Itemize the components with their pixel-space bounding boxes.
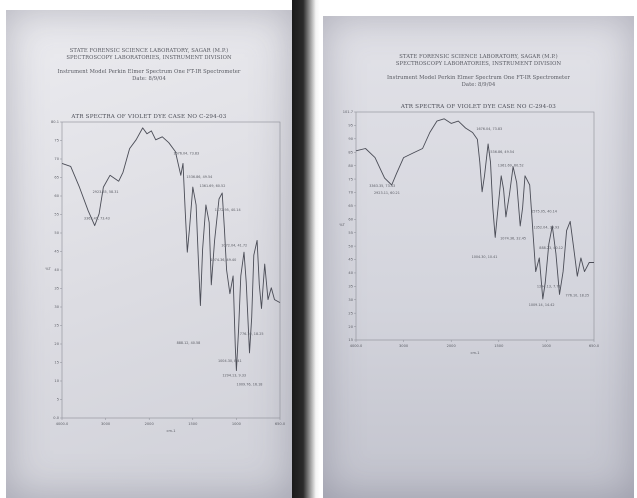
- y-tick-label: 60: [54, 194, 59, 198]
- y-tick-label: 90: [348, 137, 353, 141]
- y-tick-label: 25: [54, 324, 59, 328]
- peak-label: 1536.86, 49.54: [186, 175, 212, 179]
- y-tick-label: 30: [54, 305, 59, 309]
- x-tick-label: 2000: [447, 344, 457, 348]
- peak-label: 1074.36, 32.45: [500, 237, 526, 241]
- y-tick-label: 40: [54, 268, 59, 272]
- peak-label: 1004.30, 8.41: [218, 359, 242, 363]
- peak-label: 2923.35, 58.31: [93, 190, 119, 194]
- peak-label: 1294.13, 7.71: [537, 285, 561, 289]
- y-tick-label: 80: [348, 164, 353, 168]
- x-axis-label: cm-1: [166, 429, 175, 433]
- peak-label: 1172.95, 40.14: [215, 208, 241, 212]
- date-line: Date: 8/9/04: [461, 81, 496, 88]
- y-tick-label: 50: [348, 244, 353, 248]
- y-tick-label: 101.7: [343, 110, 353, 114]
- y-tick-label: 25: [348, 311, 353, 315]
- x-tick-label: 650.0: [275, 422, 286, 426]
- x-tick-label: 650.0: [589, 344, 600, 348]
- y-axis-label: %T: [45, 267, 51, 271]
- y-tick-label: 70: [348, 191, 353, 195]
- y-axis-label: %T: [339, 223, 345, 227]
- peak-label: 1361.69, 60.52: [498, 164, 524, 168]
- spectrum-trace: [61, 127, 281, 372]
- x-tick-label: 2000: [145, 422, 155, 426]
- photo-sheet-left: STATE FORENSIC SCIENCE LABORATORY, SAGAR…: [6, 10, 292, 498]
- x-tick-label: 1000: [232, 422, 242, 426]
- y-tick-label: 55: [54, 213, 59, 217]
- y-tick-label: 10: [54, 379, 59, 383]
- x-tick-label: 3000: [101, 422, 111, 426]
- peak-label: 888.12, 40.58: [177, 341, 201, 345]
- y-tick-label: 20: [348, 325, 353, 329]
- peak-label: 1294.13, 9.33: [222, 374, 246, 378]
- background-gap: [292, 0, 320, 498]
- x-tick-label: 1500: [188, 422, 198, 426]
- peak-label: 1009.14, 14.42: [529, 303, 555, 307]
- sheet-header: STATE FORENSIC SCIENCE LABORATORY, SAGAR…: [323, 54, 634, 88]
- ir-spectrum-right: 101.7 95 90 85 80 75 70 65 60 55 50 45 40 35 30 25 20 15 4…: [339, 110, 600, 355]
- y-tick-label: 0.0: [53, 416, 59, 420]
- spectrum-trace: [355, 118, 594, 300]
- plot-frame: [61, 121, 281, 419]
- peak-label: 1072.04, 41.72: [221, 243, 247, 247]
- peak-label: 776.10, 18.25: [565, 294, 589, 298]
- y-tick-label: 30: [348, 298, 353, 302]
- peak-label: 1004.30, 10.41: [472, 255, 498, 259]
- peak-label: 1676.04, 73.83: [173, 152, 199, 156]
- y-tick-label: 55: [348, 231, 353, 235]
- peak-label: 3363.35, 73.43: [369, 184, 395, 188]
- y-tick-label: 60: [348, 217, 353, 221]
- y-tick-label: 70: [54, 157, 59, 161]
- peak-label: 1352.04, 39.93: [533, 225, 559, 229]
- ir-spectrum-left: 80.1 75 70 65 60 55 50 45 40 35 30 25 20 15 10 5 0.0 4000…: [45, 120, 286, 433]
- plot-frame: [355, 111, 595, 341]
- y-tick-label: 85: [348, 150, 353, 154]
- chart-title: ATR SPECTRA OF VIOLET DYE CASE NO C-294-…: [71, 114, 227, 120]
- peak-label: 1536.86, 49.54: [488, 150, 514, 154]
- photo-sheet-right: STATE FORENSIC SCIENCE LABORATORY, SAGAR…: [323, 16, 634, 498]
- peak-label: 2923.11, 60.21: [374, 191, 400, 195]
- chart-title: ATR SPECTRA OF VIOLET DYE CASE NO C-294-…: [400, 104, 557, 110]
- lab-name: STATE FORENSIC SCIENCE LABORATORY, SAGAR…: [399, 54, 558, 60]
- y-tick-label: 45: [348, 258, 353, 262]
- y-tick-label: 65: [54, 176, 59, 180]
- x-tick-label: 4000.0: [56, 422, 69, 426]
- instrument-line: Instrument Model Perkin Elmer Spectrum O…: [387, 75, 570, 81]
- peak-label: 776.10, 18.25: [240, 332, 264, 336]
- y-tick-label: 75: [348, 177, 353, 181]
- peak-label: 3363.41, 73.43: [84, 217, 110, 221]
- division-name: SPECTROSCOPY LABORATORIES, INSTRUMENT DI…: [395, 60, 562, 67]
- x-tick-label: 3000: [399, 344, 409, 348]
- lab-name: STATE FORENSIC SCIENCE LABORATORY, SAGAR…: [69, 48, 229, 54]
- peak-label: 1009.76, 16.18: [237, 382, 263, 386]
- x-tick-label: 1500: [494, 344, 504, 348]
- y-tick-label: 40: [348, 271, 353, 275]
- x-axis-label: cm-1: [470, 351, 479, 355]
- date-line: Date: 8/9/04: [132, 75, 166, 82]
- y-tick-label: 35: [54, 287, 59, 291]
- y-tick-label: 15: [348, 338, 353, 342]
- peak-label: 1676.04, 73.83: [476, 127, 502, 131]
- peak-label: 888.23, 40.12: [539, 246, 563, 250]
- peak-label: 1575.05, 40.14: [531, 209, 557, 213]
- y-tick-label: 20: [54, 342, 59, 346]
- peak-label: 1361.69, 60.52: [199, 184, 225, 188]
- y-tick-label: 45: [54, 250, 59, 254]
- y-tick-label: 95: [348, 124, 353, 128]
- division-name: SPECTROSCOPY LABORATORIES, INSTRUMENT DI…: [66, 54, 232, 61]
- peak-label: 1074.36, 49.40: [210, 258, 236, 262]
- y-tick-label: 35: [348, 285, 353, 289]
- y-tick-label: 15: [54, 361, 59, 365]
- y-tick-label: 65: [348, 204, 353, 208]
- x-tick-label: 4000.0: [350, 344, 363, 348]
- y-tick-label: 5: [57, 398, 59, 402]
- instrument-line: Instrument Model Perkin Elmer Spectrum O…: [57, 69, 241, 75]
- y-tick-label: 75: [54, 139, 59, 143]
- y-tick-label: 50: [54, 231, 59, 235]
- y-tick-label: 80.1: [51, 120, 59, 124]
- sheet-header: STATE FORENSIC SCIENCE LABORATORY, SAGAR…: [6, 48, 292, 82]
- x-tick-label: 1000: [542, 344, 552, 348]
